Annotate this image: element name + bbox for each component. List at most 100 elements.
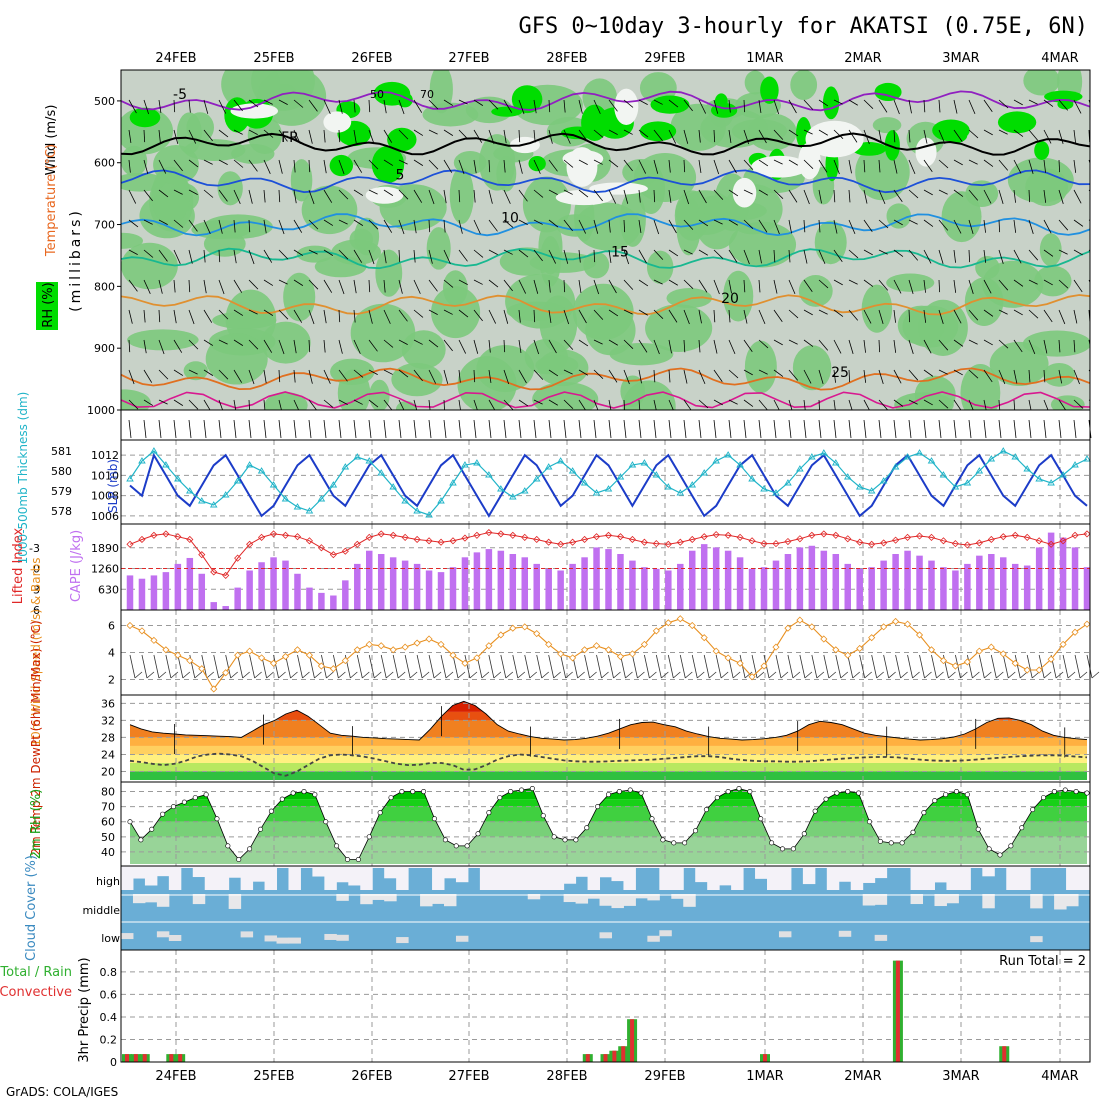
rh-contour-blob <box>914 375 956 410</box>
wind-barb <box>1014 654 1021 679</box>
wind-barb <box>593 129 604 138</box>
li-point <box>569 538 577 546</box>
wind-barb <box>848 399 853 410</box>
rh-point <box>464 843 470 849</box>
wind-barb <box>923 189 933 196</box>
cloud-high-cell <box>180 866 194 868</box>
thickness-point <box>449 479 457 486</box>
cloud-high-cell <box>372 866 385 868</box>
li-point <box>222 571 230 579</box>
cloud-high-cell <box>300 866 313 868</box>
thickness-point <box>855 483 864 490</box>
wind-barb <box>173 189 183 195</box>
cape-bar <box>904 550 911 610</box>
temp-band <box>130 701 1087 712</box>
wind-barb <box>608 654 614 679</box>
wind-barb <box>743 399 754 407</box>
wind-barb <box>188 339 199 350</box>
cloud-low-cell <box>121 933 134 940</box>
temp-line <box>129 700 1088 741</box>
wind-barb <box>818 219 821 233</box>
cape-bar <box>461 557 469 610</box>
wind-barb <box>338 339 343 354</box>
wind-barb <box>938 129 946 145</box>
wind-barb <box>188 159 199 168</box>
surface-barb <box>908 419 912 439</box>
cloud-high-cell <box>348 866 361 886</box>
cape-bar <box>916 555 923 610</box>
wind-barb <box>293 129 301 144</box>
li-point <box>353 540 361 548</box>
wind-barb <box>578 399 586 410</box>
wind-barb <box>428 249 433 264</box>
rh-contour-blob <box>960 364 1001 410</box>
li-point <box>844 535 852 543</box>
wind-barb <box>488 309 497 324</box>
cape-bar <box>1000 557 1007 610</box>
top-date-labels: 24FEB 25FEB 26FEB 27FEB 28FEB 29FEB 1MAR 2MAR 3M… <box>155 51 1078 66</box>
wind-barb <box>413 399 418 410</box>
rh-point <box>986 846 992 852</box>
wind-barb <box>818 309 828 315</box>
cape-bar <box>844 563 851 610</box>
wind-barb <box>968 129 979 139</box>
wind-barb <box>788 249 791 263</box>
wind-speed-point <box>341 657 349 665</box>
cloud-mid-cell <box>444 894 457 907</box>
thickness-point <box>126 475 134 482</box>
cape-bar <box>581 557 588 610</box>
rh-point <box>932 798 938 804</box>
date-label-bottom: 27FEB <box>448 1069 489 1084</box>
cloud-high-cell <box>778 866 792 890</box>
ua-rh-label: RH (%) <box>41 282 56 327</box>
tick-label: 800 <box>94 280 115 293</box>
wind-barb <box>273 654 279 679</box>
tick-label: 900 <box>94 342 115 355</box>
wind-barb <box>278 99 288 105</box>
thickness-point <box>1083 455 1091 462</box>
wind-speed-point <box>569 654 577 662</box>
wind-barb-flag <box>888 671 896 679</box>
wind-barb <box>128 339 131 353</box>
bottom-date-labels: 24FEB 25FEB 26FEB 27FEB 28FEB 29FEB 1MAR 2MAR 3M… <box>155 1069 1078 1084</box>
li-point <box>581 535 589 544</box>
li-point <box>293 533 302 541</box>
wind-speed-point <box>138 627 146 635</box>
wind-speed-point <box>150 636 158 644</box>
rh-dry-blob <box>562 150 604 168</box>
wind-barb <box>203 279 207 294</box>
wind-barb <box>863 189 868 204</box>
cape-bar <box>712 547 720 610</box>
wind-barb <box>668 249 679 257</box>
wind-barb <box>218 129 229 138</box>
wind-barb <box>404 654 411 679</box>
rh-contour-blob <box>121 242 178 290</box>
wind-barb <box>878 159 881 173</box>
wind-barb <box>518 159 523 174</box>
surface-barb <box>668 419 672 439</box>
wind-barb <box>563 249 569 264</box>
wind-speed-point <box>712 647 720 655</box>
wind-barb <box>383 189 394 196</box>
rh-point <box>377 810 383 816</box>
wind-barb <box>143 279 151 294</box>
rh-contour-blob <box>476 345 535 393</box>
wind-barb <box>458 99 468 105</box>
wind-barb <box>983 249 987 263</box>
li-point <box>258 533 266 541</box>
wind-barb <box>698 399 709 409</box>
wind-barb-flag <box>864 671 872 679</box>
cloud-mid-cell <box>420 894 433 907</box>
wind-barb <box>1058 279 1069 289</box>
wind-barb <box>563 129 571 144</box>
wind-barb <box>623 99 634 108</box>
rh-contour-blob <box>350 303 416 363</box>
cloud-high-cell <box>982 866 995 877</box>
wind-barb <box>398 129 409 140</box>
wind-barb <box>278 129 288 142</box>
li-point <box>1059 537 1067 545</box>
cloud-high-cell <box>121 866 134 890</box>
wind-barb <box>443 279 454 288</box>
rh-high-blob <box>760 76 779 104</box>
thickness-point <box>1011 453 1020 460</box>
